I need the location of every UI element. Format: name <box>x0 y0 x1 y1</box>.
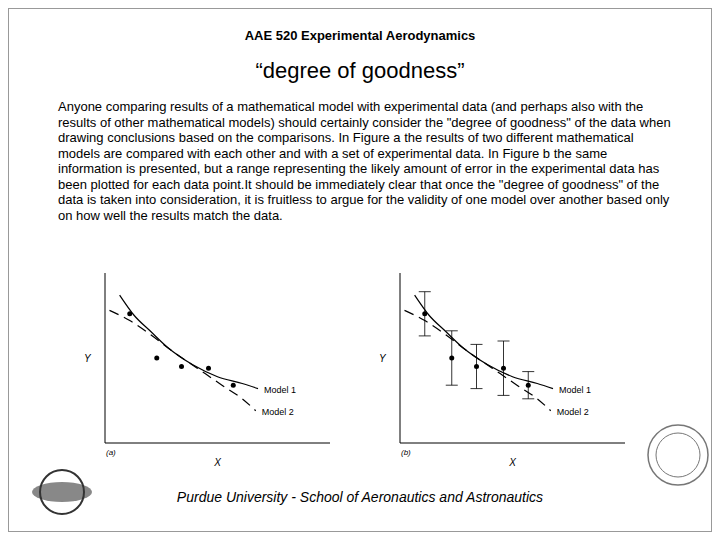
html-text:AAE 520 Experimental Aerodynam: AAE 520 Experimental Aerodynamics <box>244 28 476 43</box>
svg-text:X: X <box>213 457 221 468</box>
html-text:Purdue University - School of: Purdue University - School of Aeronautic… <box>176 489 544 505</box>
svg-text:X: X <box>508 457 516 468</box>
svg-text:Model 2: Model 2 <box>262 407 294 417</box>
svg-text:Y: Y <box>379 353 387 364</box>
svg-text:Model 2: Model 2 <box>557 407 589 417</box>
html-text:“degree of goodness”: “degree of goodness” <box>255 58 465 83</box>
svg-text:Model 1: Model 1 <box>559 385 591 395</box>
html-text:(a): (a) <box>106 448 116 457</box>
svg-text:Y: Y <box>84 353 92 364</box>
html-text:Anyone comparing results of a: Anyone comparing results of a mathematic… <box>58 99 671 223</box>
svg-text:Model 1: Model 1 <box>264 385 296 395</box>
html-text:(b): (b) <box>401 448 411 457</box>
